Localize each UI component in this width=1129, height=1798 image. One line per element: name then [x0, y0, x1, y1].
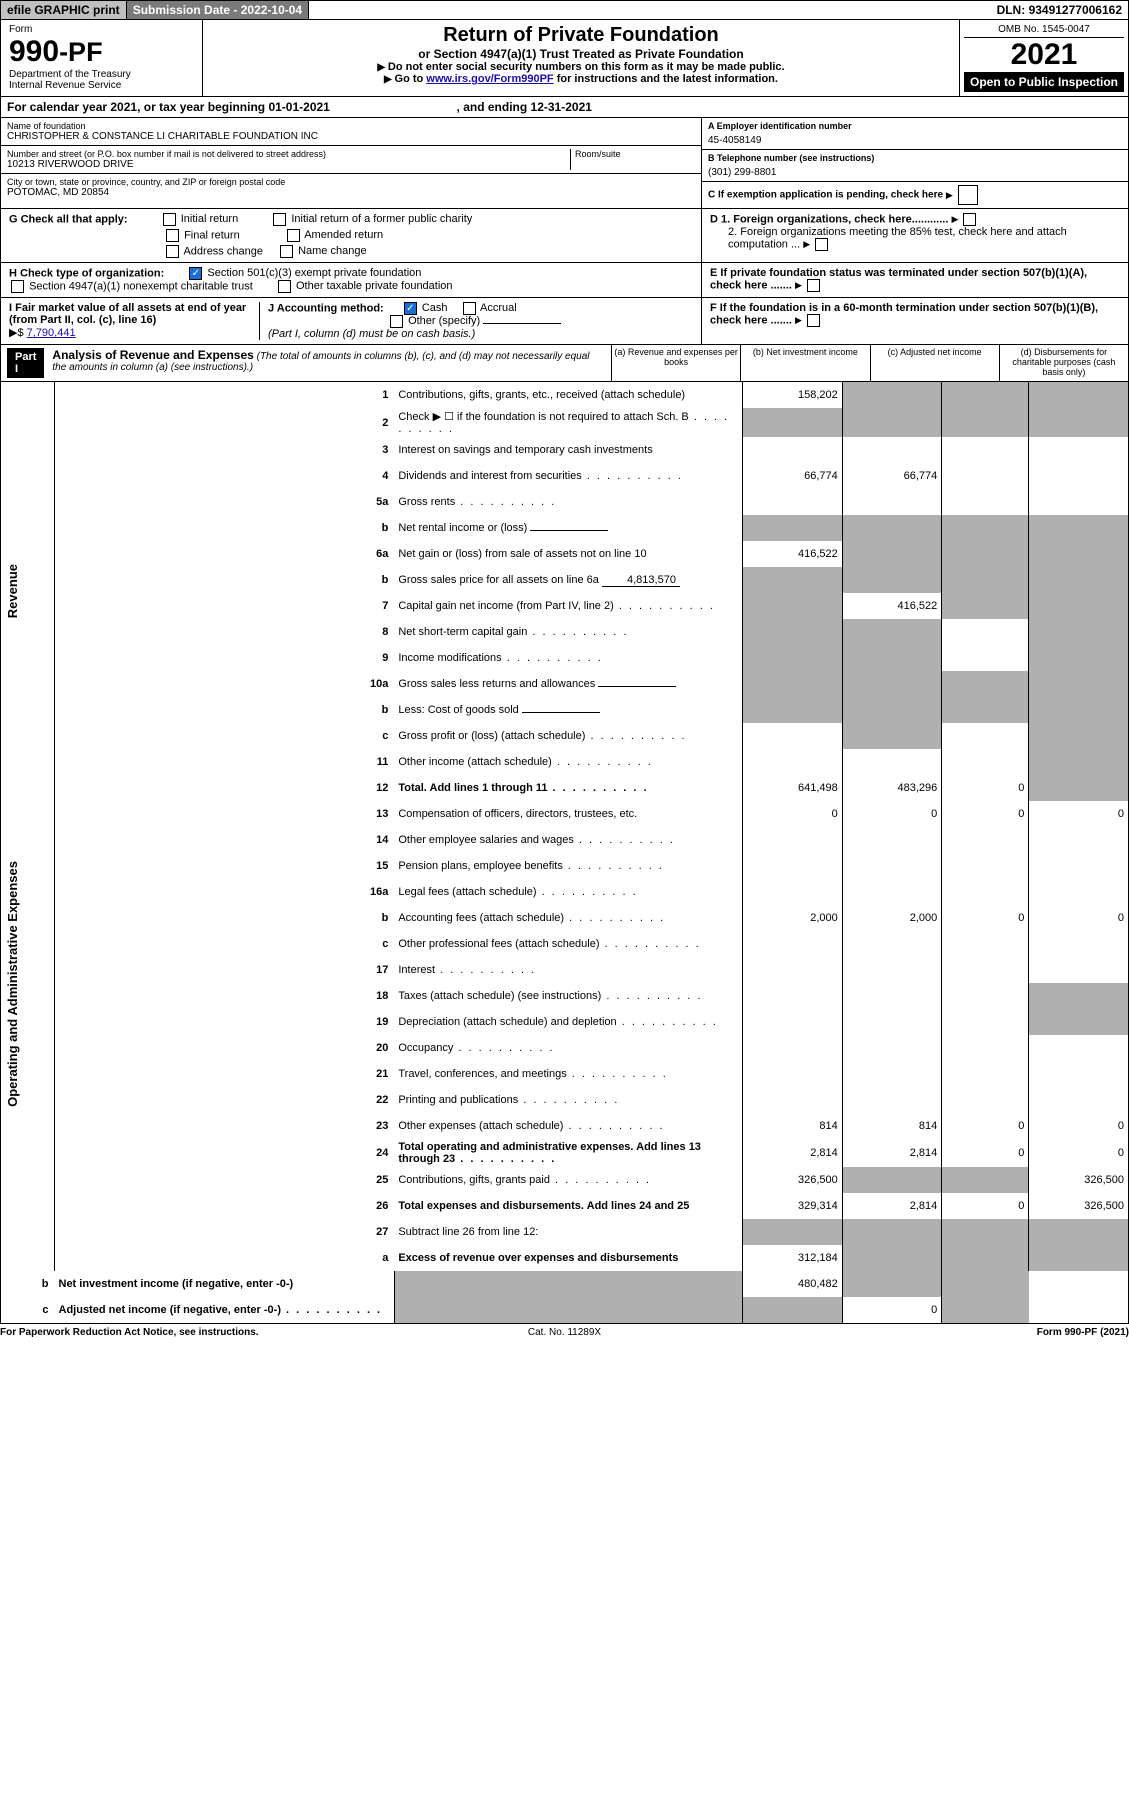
- j-accrual-checkbox[interactable]: [463, 302, 476, 315]
- g-initial-former-checkbox[interactable]: [273, 213, 286, 226]
- name-cell: Name of foundationCHRISTOPHER & CONSTANC…: [1, 118, 701, 146]
- h-4947-checkbox[interactable]: [11, 280, 24, 293]
- h-row: H Check type of organization: Section 50…: [0, 263, 1129, 298]
- footer-form: Form 990-PF (2021): [753, 1327, 1129, 1338]
- footer: For Paperwork Reduction Act Notice, see …: [0, 1324, 1129, 1341]
- instruction-1: Do not enter social security numbers on …: [211, 61, 951, 73]
- form-header: Form 990-PF Department of the Treasury I…: [0, 20, 1129, 97]
- d1-checkbox[interactable]: [963, 213, 976, 226]
- h-501c3-checkbox[interactable]: [189, 267, 202, 280]
- info-table: Name of foundationCHRISTOPHER & CONSTANC…: [0, 118, 1129, 209]
- c-cell: C If exemption application is pending, c…: [702, 182, 1128, 208]
- e-label: E If private foundation status was termi…: [710, 267, 1087, 291]
- form-subtitle: or Section 4947(a)(1) Trust Treated as P…: [211, 47, 951, 61]
- ij-row: I Fair market value of all assets at end…: [0, 298, 1129, 345]
- d2-label: 2. Foreign organizations meeting the 85%…: [728, 226, 1067, 250]
- form-number: 990-PF: [9, 35, 194, 69]
- d2-checkbox[interactable]: [815, 238, 828, 251]
- g-amended-checkbox[interactable]: [287, 229, 300, 242]
- form-label: Form: [9, 24, 194, 35]
- j-other-checkbox[interactable]: [390, 315, 403, 328]
- tax-year: 2021: [964, 38, 1124, 72]
- address-cell: Number and street (or P.O. box number if…: [1, 146, 701, 174]
- g-name-checkbox[interactable]: [280, 245, 293, 258]
- col-d-header: (d) Disbursements for charitable purpose…: [999, 345, 1128, 381]
- irs-link[interactable]: www.irs.gov/Form990PF: [426, 73, 553, 85]
- col-b-header: (b) Net investment income: [740, 345, 869, 381]
- city-cell: City or town, state or province, country…: [1, 174, 701, 201]
- d1-label: D 1. Foreign organizations, check here..…: [710, 213, 948, 225]
- g-final-checkbox[interactable]: [166, 229, 179, 242]
- j-note: (Part I, column (d) must be on cash basi…: [268, 328, 475, 340]
- e-checkbox[interactable]: [807, 279, 820, 292]
- omb-number: OMB No. 1545-0047: [964, 24, 1124, 38]
- part1-header: Part I Analysis of Revenue and Expenses …: [0, 345, 1129, 382]
- top-bar: efile GRAPHIC print Submission Date - 20…: [0, 0, 1129, 20]
- j-cash-checkbox[interactable]: [404, 302, 417, 315]
- i-value[interactable]: 7,790,441: [27, 327, 76, 339]
- f-label: F If the foundation is in a 60-month ter…: [710, 302, 1098, 326]
- main-table: Revenue1Contributions, gifts, grants, et…: [0, 382, 1129, 1324]
- instruction-2: Go to www.irs.gov/Form990PF for instruct…: [211, 73, 951, 85]
- dln: DLN: 93491277006162: [991, 1, 1128, 19]
- g-address-checkbox[interactable]: [166, 245, 179, 258]
- col-c-header: (c) Adjusted net income: [870, 345, 999, 381]
- i-label: I Fair market value of all assets at end…: [9, 302, 246, 326]
- h-label: H Check type of organization:: [9, 267, 164, 279]
- c-checkbox[interactable]: [958, 185, 978, 205]
- dept-label: Department of the Treasury: [9, 69, 194, 80]
- efile-print-button[interactable]: efile GRAPHIC print: [1, 1, 127, 19]
- g-row: G Check all that apply: Initial return I…: [0, 209, 1129, 263]
- part1-bar: Part I: [7, 348, 44, 378]
- irs-label: Internal Revenue Service: [9, 80, 194, 91]
- footer-left: For Paperwork Reduction Act Notice, see …: [0, 1327, 376, 1338]
- f-checkbox[interactable]: [807, 314, 820, 327]
- calendar-year-row: For calendar year 2021, or tax year begi…: [0, 97, 1129, 118]
- open-to-public: Open to Public Inspection: [964, 72, 1124, 92]
- h-other-checkbox[interactable]: [278, 280, 291, 293]
- phone-cell: B Telephone number (see instructions)(30…: [702, 150, 1128, 182]
- footer-cat: Cat. No. 11289X: [376, 1327, 752, 1338]
- form-title: Return of Private Foundation: [211, 24, 951, 47]
- ein-cell: A Employer identification number45-40581…: [702, 118, 1128, 150]
- g-initial-checkbox[interactable]: [163, 213, 176, 226]
- j-label: J Accounting method:: [268, 302, 384, 314]
- g-label: G Check all that apply:: [9, 213, 128, 225]
- col-a-header: (a) Revenue and expenses per books: [611, 345, 740, 381]
- submission-date: Submission Date - 2022-10-04: [127, 1, 309, 19]
